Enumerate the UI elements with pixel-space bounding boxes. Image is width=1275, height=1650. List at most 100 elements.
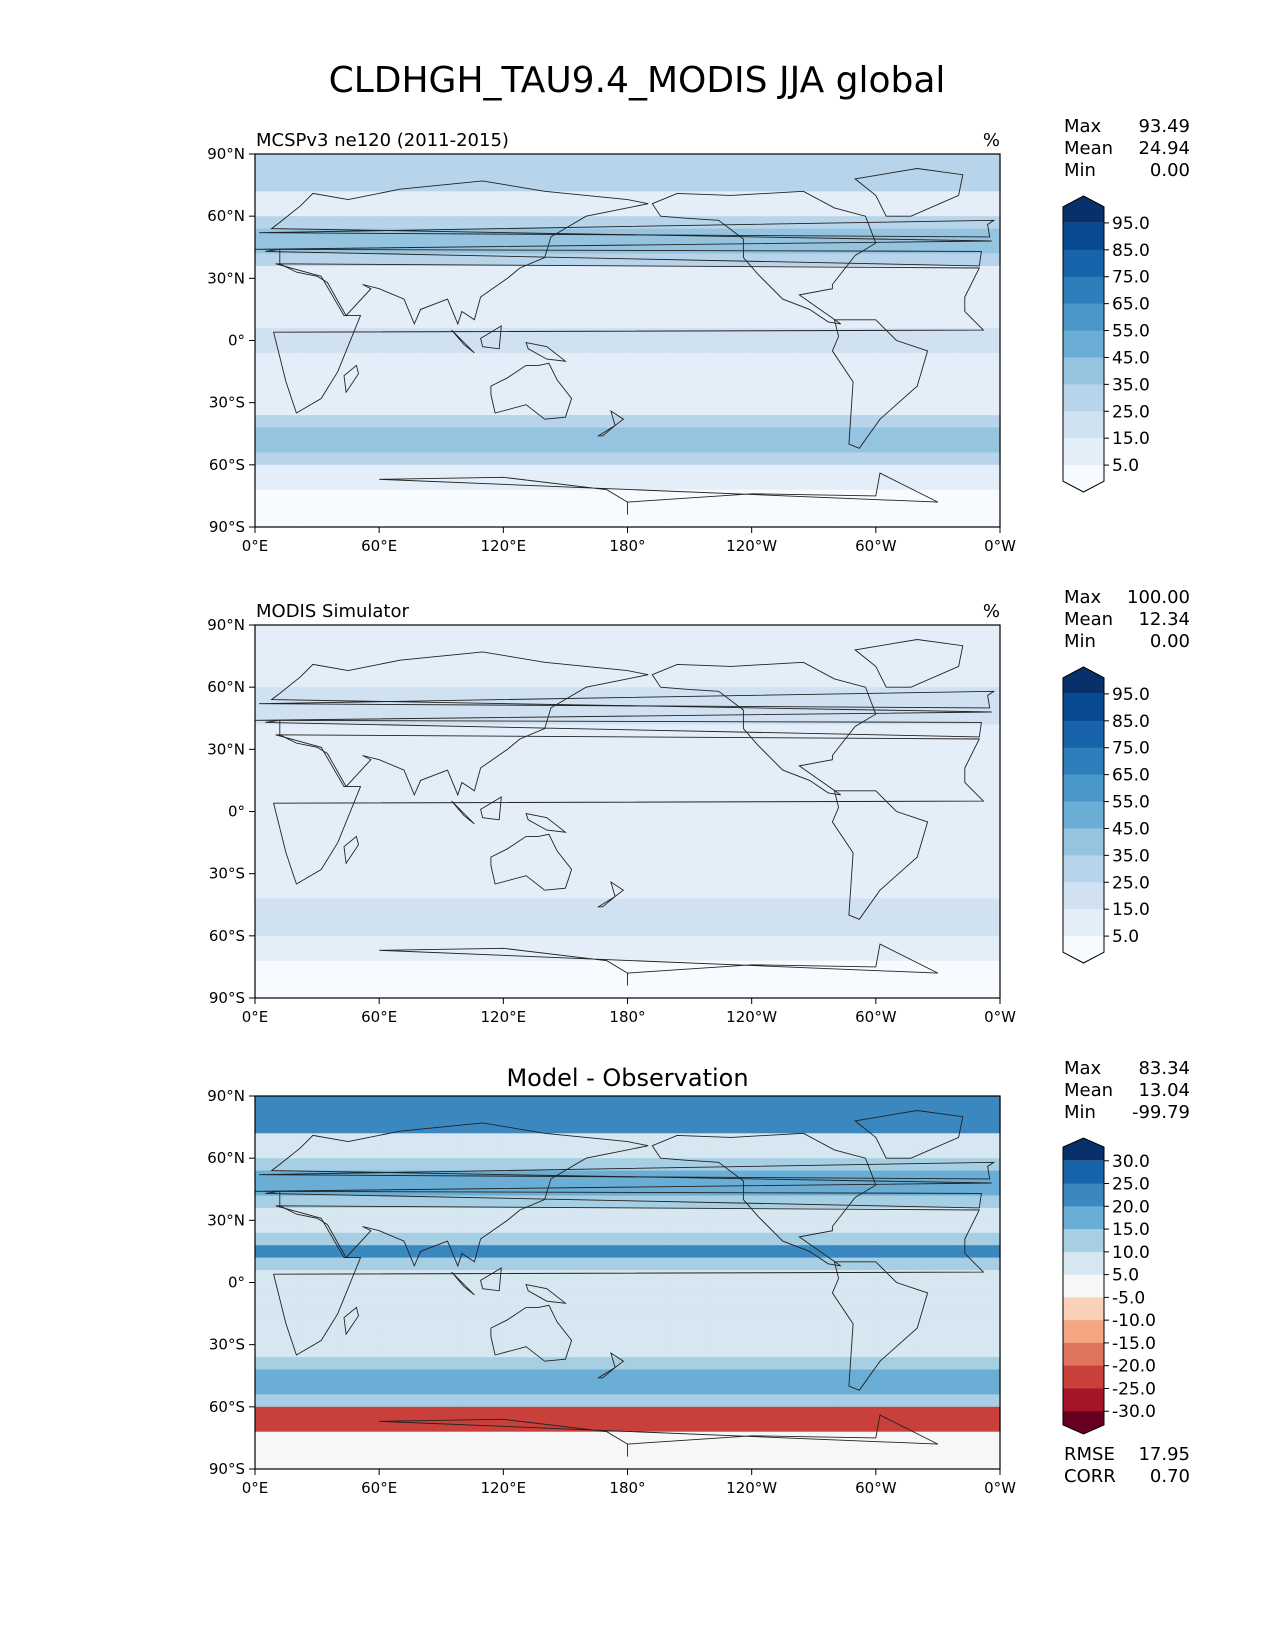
map-cell: [379, 823, 422, 837]
map-cell: [875, 649, 918, 663]
map-cell: [627, 1158, 670, 1172]
map-cell: [875, 315, 918, 329]
map-cell: [627, 514, 670, 528]
map-cell: [875, 303, 918, 317]
map-cell: [834, 1294, 877, 1308]
map-cell: [503, 1170, 546, 1184]
map-cell: [917, 340, 960, 354]
map-cell: [503, 935, 546, 949]
map-cell: [958, 1369, 1001, 1383]
map-cell: [875, 960, 918, 974]
map-cell: [503, 191, 546, 205]
coastline: [259, 219, 996, 238]
map-cell: [875, 1382, 918, 1395]
map-cell: [296, 1406, 339, 1420]
map-cell: [337, 290, 380, 304]
map-cell: [668, 415, 711, 429]
map-cell: [255, 415, 297, 429]
map-cell: [503, 886, 546, 900]
map-cell: [958, 1394, 1001, 1408]
y-tick-label: 30°N: [207, 269, 245, 287]
map-cell: [461, 1195, 504, 1209]
map-cell: [296, 749, 339, 763]
map-cell: [337, 278, 380, 292]
map-cell: [255, 1406, 297, 1420]
map-cell: [875, 427, 918, 441]
map-cell: [586, 1406, 629, 1420]
map-cell: [875, 1282, 918, 1296]
map-cell: [834, 328, 877, 342]
colorbar-tick-label: 55.0: [1112, 322, 1150, 342]
map-cell: [420, 823, 463, 837]
map-cell: [544, 377, 587, 391]
map-cell: [503, 911, 546, 924]
map-cell: [379, 699, 422, 713]
y-tick-label: 60°S: [209, 927, 245, 945]
map-cell: [296, 241, 339, 254]
map-cell: [710, 1232, 753, 1246]
x-tick-label: 60°W: [855, 1479, 897, 1497]
map-cell: [710, 1133, 753, 1147]
map-cell: [875, 1419, 918, 1433]
map-cell: [420, 502, 463, 516]
map-cell: [875, 1220, 918, 1234]
map-cell: [503, 1357, 546, 1371]
map-cell: [917, 352, 960, 366]
map-cell: [255, 948, 297, 962]
stat-label: Min: [1064, 631, 1096, 652]
map-cell: [710, 786, 753, 800]
map-cell: [586, 1232, 629, 1246]
map-cell: [917, 674, 960, 688]
map-cell: [793, 749, 836, 763]
map-cell: [668, 935, 711, 949]
coastline: [451, 329, 475, 354]
map-cell: [793, 390, 836, 404]
map-cell: [793, 799, 836, 813]
colorbar-segment: [1063, 855, 1104, 883]
map-cell: [420, 1444, 463, 1458]
map-cell: [710, 1444, 753, 1458]
map-cell: [958, 315, 1001, 329]
map-cell: [793, 253, 836, 267]
coastlines: [254, 1110, 996, 1457]
map-cell: [337, 1232, 380, 1246]
map-cell: [503, 699, 546, 713]
map-cell: [503, 477, 546, 491]
map-cell: [461, 241, 504, 254]
map-cell: [834, 402, 877, 416]
map-cell: [461, 203, 504, 217]
map-cell: [668, 1369, 711, 1383]
map-cell: [337, 637, 380, 651]
map-cell: [793, 352, 836, 366]
map-cell: [586, 687, 629, 701]
map-cell: [379, 1357, 422, 1371]
map-cell: [627, 724, 670, 738]
map-cell: [875, 464, 918, 478]
map-cell: [544, 315, 587, 329]
map-cell: [710, 649, 753, 663]
map-cell: [255, 960, 297, 974]
map-cell: [544, 464, 587, 478]
map-cell: [337, 390, 380, 404]
map-cell: [461, 265, 504, 279]
map-cell: [793, 1294, 836, 1308]
coastline: [490, 362, 573, 420]
map-cell: [544, 761, 587, 775]
map-cell: [917, 228, 960, 242]
map-cell: [834, 203, 877, 217]
map-cell: [958, 1195, 1001, 1209]
map-cell: [627, 315, 670, 329]
map-cell: [503, 178, 546, 192]
map-cell: [668, 637, 711, 651]
map-cell: [875, 390, 918, 404]
colorbar-tick-label: 65.0: [1112, 295, 1150, 315]
map-cell: [379, 836, 422, 850]
colorbar-tick-label: 5.0: [1112, 927, 1139, 947]
map-cell: [255, 687, 297, 701]
map-cell: [337, 1257, 380, 1271]
map-cell: [627, 191, 670, 205]
map-cell: [834, 1120, 877, 1134]
map-cell: [255, 1294, 297, 1308]
map-cell: [875, 774, 918, 788]
map-cell: [544, 328, 587, 342]
